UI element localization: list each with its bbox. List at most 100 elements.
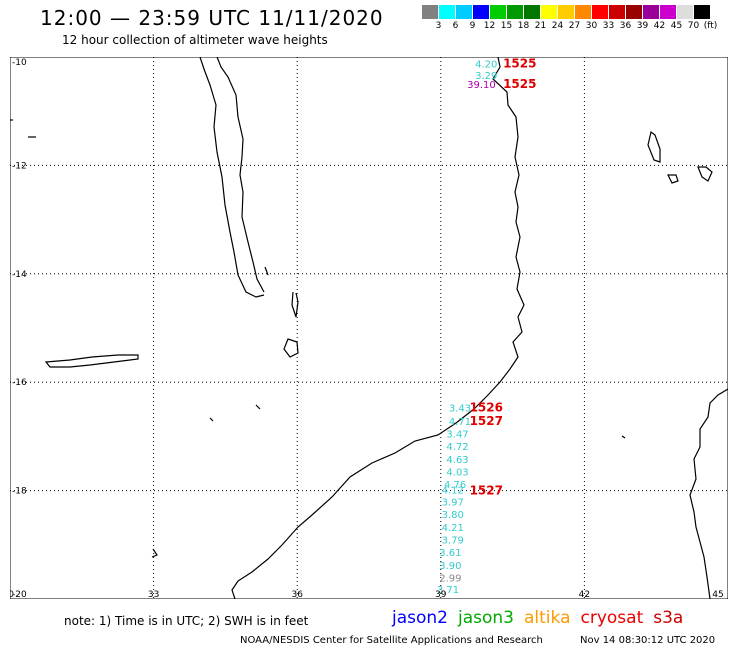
colorbar-swatch [575, 5, 592, 19]
colorbar-swatch [490, 5, 507, 19]
small-feature-b [621, 435, 626, 439]
colorbar-label: 24 [551, 21, 564, 31]
lake-malawi-west [199, 57, 265, 298]
colorbar-label: 42 [653, 21, 666, 31]
pass-time-label: 1525 [503, 57, 536, 71]
wave-height-label: 3.47 [446, 430, 468, 441]
wave-height-label: 4.76 [444, 480, 466, 491]
colorbar-label: (ft) [703, 21, 718, 31]
mainland-coastline [231, 57, 525, 599]
colorbar-swatch [439, 5, 456, 19]
colorbar-swatch [660, 5, 677, 19]
pass-time-label: 1527 [470, 414, 503, 428]
y-tick-label: -14 [12, 270, 27, 280]
satellite-legend-item: jason2 [392, 608, 448, 628]
colorbar-swatch [609, 5, 626, 19]
footer-timestamp: Nov 14 08:30:12 UTC 2020 [580, 635, 716, 646]
wave-height-label: 3.90 [439, 561, 461, 572]
x-tick-label: 45 [712, 590, 723, 599]
wave-height-label: 3.29 [475, 71, 497, 82]
colorbar-swatch [592, 5, 609, 19]
colorbar [422, 5, 711, 19]
footer-credit: NOAA/NESDIS Center for Satellite Applica… [240, 635, 543, 646]
colorbar-swatch [456, 5, 473, 19]
x-tick-labels: 30 33 36 39 42 45 [10, 590, 724, 599]
x-tick-label: 42 [579, 590, 590, 599]
colorbar-label: 9 [469, 21, 476, 31]
wave-height-label: 4.71 [449, 417, 471, 428]
pass-time-label: 1527 [470, 484, 503, 498]
lake-malawi-east [216, 57, 265, 293]
wave-height-label: 3.79 [442, 535, 464, 546]
colorbar-label: 6 [452, 21, 459, 31]
colorbar-label: 30 [585, 21, 598, 31]
wave-height-label: 3.71 [437, 585, 459, 596]
y-tick-label: -10 [12, 58, 27, 68]
y-tick-labels: -10 -12 -14 -16 -18 -20 [12, 58, 27, 599]
lake-chilwa [283, 338, 299, 358]
colorbar-swatch [473, 5, 490, 19]
wave-height-label: 4.20 [475, 60, 497, 71]
wave-height-label: 4.21 [442, 523, 464, 534]
satellite-legend-item: cryosat [580, 608, 644, 628]
comoros-island-anjouan [697, 166, 713, 182]
colorbar-label: 18 [517, 21, 530, 31]
colorbar-label: 27 [568, 21, 581, 31]
comoros-island-moheli [667, 174, 679, 184]
wave-height-label: 4.03 [446, 468, 468, 479]
satellite-legend-item: altika [524, 608, 571, 628]
lake-kariba [44, 354, 139, 368]
y-tick-label: -12 [12, 161, 27, 171]
small-feature-a [209, 417, 214, 422]
x-tick-label: 36 [291, 590, 303, 599]
wave-height-label: 3.61 [439, 548, 461, 559]
page-title: 12:00 — 23:59 UTC 11/11/2020 [40, 6, 384, 30]
colorbar-swatch [694, 5, 711, 19]
colorbar-label: 21 [534, 21, 547, 31]
colorbar-label: 15 [500, 21, 513, 31]
colorbar-label: 36 [619, 21, 632, 31]
satellite-legend-item: s3a [653, 608, 684, 628]
map-frame [10, 57, 728, 599]
wave-height-label: 39.10 [467, 80, 496, 91]
lake-small-cahora [255, 404, 261, 410]
colorbar-label: 70 [687, 21, 700, 31]
wave-height-label: 3.43 [449, 404, 471, 415]
small-feature-d [264, 266, 269, 276]
colorbar-swatch [422, 5, 439, 19]
colorbar-swatch [558, 5, 575, 19]
colorbar-swatch [541, 5, 558, 19]
y-tick-label: -20 [12, 590, 27, 599]
wave-height-label: 4.12 [442, 486, 464, 497]
colorbar-swatch [524, 5, 541, 19]
x-tick-label: 33 [148, 590, 159, 599]
satellite-legend: jason2 jason3 altika cryosat s3a [392, 608, 693, 628]
colorbar-label: 3 [435, 21, 442, 31]
madagascar-coastline [689, 388, 728, 599]
colorbar-label: 12 [483, 21, 496, 31]
colorbar-label: 45 [670, 21, 683, 31]
wave-height-label: 2.99 [439, 573, 461, 584]
wave-height-label: 4.72 [446, 442, 468, 453]
x-tick-label: 39 [435, 590, 447, 599]
colorbar-swatch [507, 5, 524, 19]
satellite-legend-item: jason3 [458, 608, 514, 628]
coastlines [10, 57, 728, 599]
footer-note: note: 1) Time is in UTC; 2) SWH is in fe… [64, 614, 309, 628]
page-subtitle: 12 hour collection of altimeter wave hei… [62, 33, 328, 47]
colorbar-label: 33 [602, 21, 615, 31]
colorbar-label: 39 [636, 21, 649, 31]
colorbar-swatch [643, 5, 660, 19]
wave-height-label: 4.63 [446, 455, 468, 466]
lake-amaramba [291, 291, 299, 318]
pass-time-label: 1526 [470, 401, 503, 415]
small-feature-c [151, 548, 158, 558]
wave-height-label: 3.80 [442, 510, 464, 521]
y-tick-label: -18 [12, 487, 27, 497]
pass-time-label: 1525 [503, 77, 536, 91]
y-tick-label: -16 [12, 378, 27, 388]
colorbar-swatch [677, 5, 694, 19]
